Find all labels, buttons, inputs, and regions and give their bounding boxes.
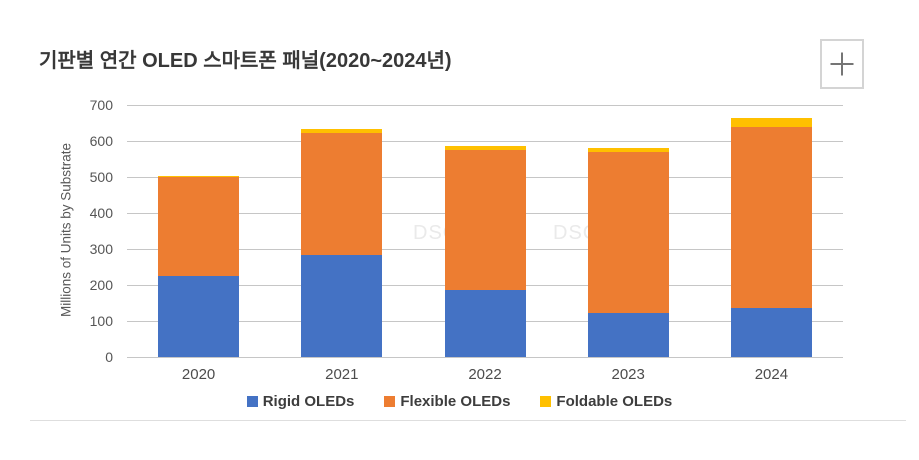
bar-segment-2022-rigid-oleds (444, 290, 526, 357)
legend-swatch-foldable-oleds (540, 396, 552, 407)
legend-label-foldable-oleds: Foldable OLEDs (556, 393, 673, 410)
y-tick-label: 100 (89, 313, 113, 329)
bar-segment-2020-flexible-oleds (158, 176, 240, 276)
legend-swatch-flexible-oleds (384, 396, 396, 407)
legend-item-rigid-oleds: Rigid OLEDs (246, 393, 355, 410)
y-tick-label: 200 (89, 277, 113, 293)
gridline-700 (127, 105, 843, 106)
y-tick-label: 700 (89, 97, 113, 113)
bar-segment-2024-rigid-oleds (730, 308, 812, 357)
bottom-divider (30, 420, 906, 421)
bar-segment-2024-flexible-oleds (730, 126, 812, 309)
bar-segment-2024-foldable-oleds (730, 117, 812, 127)
x-tick-label-2024: 2024 (754, 366, 789, 383)
bar-segment-2020-rigid-oleds (158, 276, 240, 357)
y-tick-label: 300 (89, 241, 113, 257)
bar-segment-2021-flexible-oleds (301, 132, 383, 256)
y-tick-label: 600 (89, 133, 113, 149)
gridline-0 (127, 357, 843, 358)
legend-swatch-rigid-oleds (246, 396, 258, 407)
chart-title: 기판별 연간 OLED 스마트폰 패널(2020~2024년) (39, 50, 452, 72)
plus-icon (822, 41, 862, 87)
gridline-600 (127, 141, 843, 142)
x-tick-label-2023: 2023 (611, 366, 645, 383)
legend-item-foldable-oleds: Foldable OLEDs (540, 393, 672, 410)
bar-segment-2020-foldable-oleds (158, 175, 240, 177)
legend-label-flexible-oleds: Flexible OLEDs (400, 393, 511, 410)
x-tick-label-2022: 2022 (468, 366, 502, 383)
y-tick-label: 0 (105, 349, 113, 365)
bar-segment-2023-foldable-oleds (587, 147, 669, 152)
bar-segment-2022-foldable-oleds (444, 146, 526, 150)
y-tick-label: 500 (89, 169, 113, 185)
bar-segment-2022-flexible-oleds (444, 150, 526, 291)
plot-area: DSCC DSCC (127, 105, 843, 358)
legend-item-flexible-oleds: Flexible OLEDs (384, 393, 510, 410)
y-tick-label: 400 (89, 205, 113, 221)
legend-label-rigid-oleds: Rigid OLEDs (262, 393, 355, 410)
bar-segment-2021-foldable-oleds (301, 129, 383, 133)
legend: Rigid OLEDs Flexible OLEDs Foldable OLEDs (0, 393, 919, 410)
zoom-in-button[interactable] (820, 39, 864, 89)
bar-segment-2023-rigid-oleds (587, 313, 669, 357)
x-tick-label-2020: 2020 (181, 366, 216, 383)
x-tick-label-2021: 2021 (325, 366, 359, 383)
bar-segment-2023-flexible-oleds (587, 151, 669, 314)
bar-segment-2021-rigid-oleds (301, 255, 383, 357)
